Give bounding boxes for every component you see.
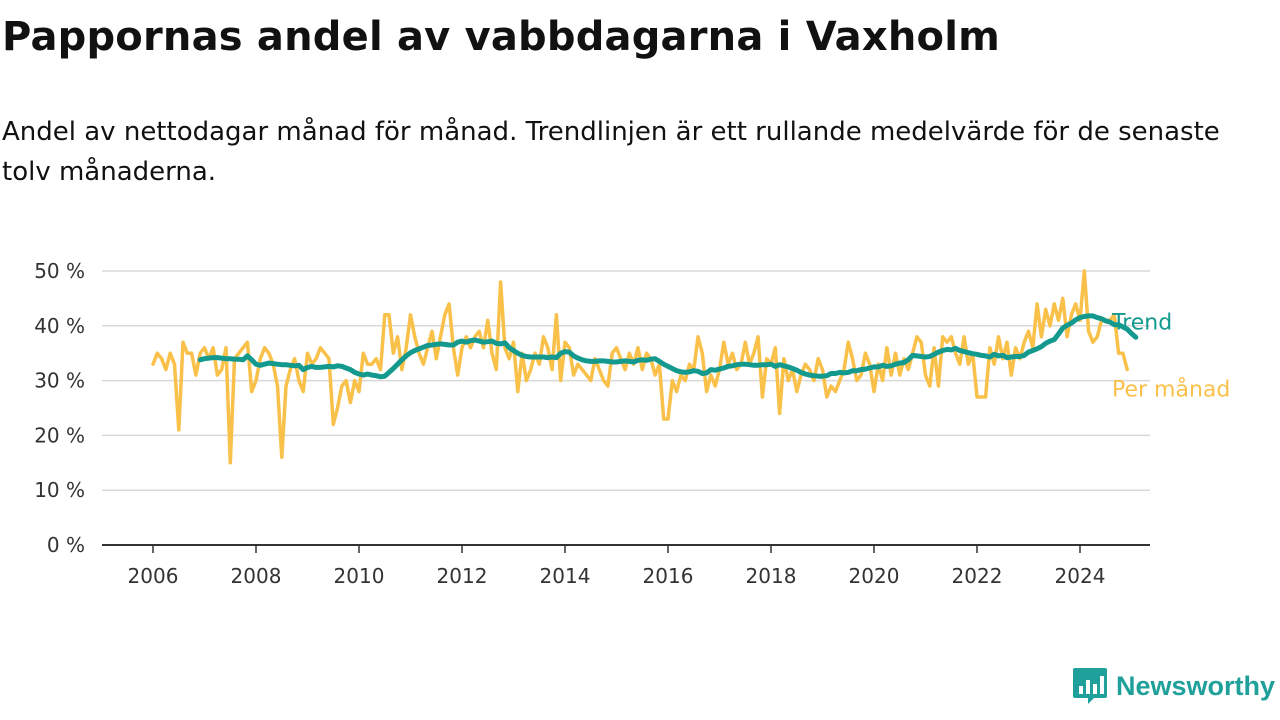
x-tick-label: 2022	[952, 564, 1003, 588]
y-axis-labels: 0 % 10 % 20 % 30 % 40 % 50 %	[34, 259, 85, 557]
x-axis: 2006 2008 2010 2012 2014 2016 2018 2020 2022 2024	[102, 544, 1150, 588]
x-tick-label: 2016	[643, 564, 694, 588]
gridlines	[102, 270, 1150, 491]
chart-title: Pappornas andel av vabbdagarna i Vaxholm	[2, 14, 1001, 60]
y-tick-label: 0 %	[47, 533, 85, 557]
y-tick-label: 40 %	[34, 314, 85, 338]
series-lines	[151, 269, 1139, 465]
y-tick-label: 50 %	[34, 259, 85, 283]
x-tick-label: 2020	[849, 564, 900, 588]
newsworthy-chart-bubble-icon	[1073, 668, 1107, 704]
x-tick-label: 2018	[746, 564, 797, 588]
x-tick-label: 2024	[1055, 564, 1106, 588]
series-labels: Per månad Trend	[1111, 310, 1230, 402]
brand-name: Newsworthy	[1116, 670, 1276, 701]
y-tick-label: 20 %	[34, 423, 85, 447]
chart-subtitle: Andel av nettodagar månad för månad. Tre…	[2, 117, 1220, 187]
y-tick-label: 10 %	[34, 478, 85, 502]
trend-label: Trend	[1111, 310, 1172, 335]
x-tick-label: 2006	[128, 564, 179, 588]
newsworthy-logo: Newsworthy	[1072, 664, 1275, 708]
x-tick-label: 2008	[231, 564, 282, 588]
x-tick-label: 2010	[334, 564, 385, 588]
x-tick-label: 2014	[540, 564, 591, 588]
x-tick-label: 2012	[437, 564, 488, 588]
trend-line	[197, 313, 1139, 380]
monthly-label: Per månad	[1112, 377, 1230, 403]
y-tick-label: 30 %	[34, 369, 85, 393]
